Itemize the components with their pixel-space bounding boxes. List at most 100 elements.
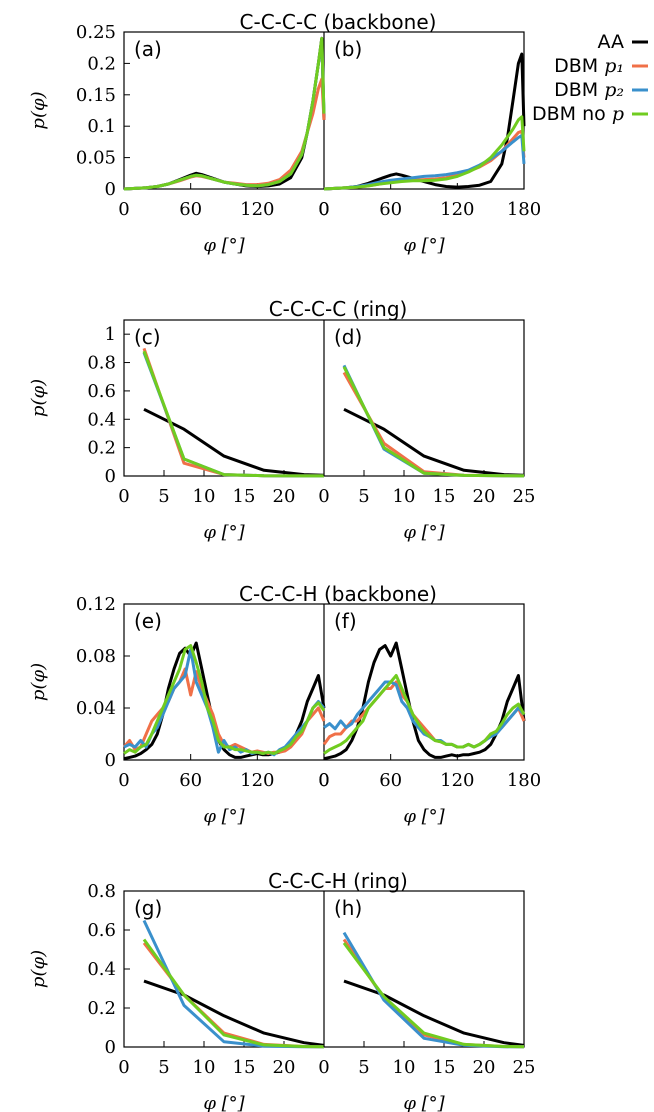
y-tick-label: 0.08 [76, 646, 116, 667]
panel-tag: (a) [134, 37, 162, 61]
y-tick-label: 0.8 [87, 353, 116, 374]
y-tick-label: 0 [105, 1037, 116, 1058]
x-tick-label: 5 [358, 486, 369, 507]
x-tick-label: 120 [440, 770, 474, 791]
y-tick-label: 0.2 [87, 438, 116, 459]
y-tick-label: 0.1 [87, 116, 116, 137]
panel-f: 0 60 120 180 φ [°] (f) [318, 609, 541, 827]
legend-label-text: DBM [554, 79, 604, 101]
legend-label-var: p [612, 103, 624, 125]
chart-title: C-C-C-C (backbone) [240, 10, 437, 34]
y-axis-label: p(φ) [28, 379, 49, 417]
x-tick-label: 120 [440, 199, 474, 220]
x-axis-label: φ [°] [203, 235, 245, 256]
y-tick-label: 0.12 [76, 594, 116, 615]
x-tick-label: 5 [358, 1057, 369, 1078]
x-axis-label: φ [°] [203, 1093, 245, 1112]
chart-title: C-C-C-C (ring) [269, 297, 408, 321]
x-tick-label: 20 [273, 486, 296, 507]
legend-label-text: AA [597, 31, 624, 53]
chart-row-2: C-C-C-H (backbone) 0 0.04 0.08 0.12 p(φ) 0 60 12… [28, 582, 541, 827]
x-tick-label: 0 [118, 770, 129, 791]
x-tick-label: 25 [513, 486, 536, 507]
y-tick-label: 0.05 [76, 148, 116, 169]
y-axis-label: p(φ) [28, 91, 49, 129]
x-tick-label: 0 [118, 199, 129, 220]
x-axis-label: φ [°] [203, 522, 245, 543]
legend-label-text: DBM no [532, 103, 612, 125]
series-line-1 [142, 347, 324, 478]
x-tick-label: 15 [433, 1057, 456, 1078]
x-tick-label: 5 [158, 486, 169, 507]
x-tick-label: 0 [318, 1057, 329, 1078]
x-axis-label: φ [°] [203, 806, 245, 827]
y-tick-label: 0.25 [76, 22, 116, 43]
series-line-1 [122, 667, 326, 755]
x-tick-label: 0 [318, 486, 329, 507]
x-tick-label: 15 [233, 1057, 256, 1078]
panel-tag: (h) [334, 896, 362, 920]
x-tick-label: 0 [118, 1057, 129, 1078]
x-tick-label: 180 [507, 770, 541, 791]
x-tick-label: 10 [393, 486, 416, 507]
panel-c: 0 5 10 15 20 φ [°] (c) [118, 325, 325, 543]
panel-tag: (g) [134, 896, 162, 920]
series-line-0 [323, 52, 526, 191]
panel-tag: (c) [134, 325, 161, 349]
series-line-3 [323, 674, 526, 755]
y-tick-label: 0.04 [76, 698, 116, 719]
panel-a: 0 60 120 0 φ [°] (a) [118, 36, 330, 256]
y-axis-label: p(φ) [28, 950, 49, 988]
y-tick-label: 0.2 [87, 53, 116, 74]
chart-row-1: C-C-C-C (ring) 0 0.2 0.4 0.6 0.8 1 p(φ) 0 5 10 15 20… [28, 297, 535, 543]
x-tick-label: 120 [240, 770, 274, 791]
x-tick-label: 20 [473, 1057, 496, 1078]
y-tick-label: 0.4 [87, 409, 116, 430]
panel-tag: (f) [334, 609, 357, 633]
x-tick-label: 15 [233, 486, 256, 507]
panel-e: 0 60 120 0 φ [°] (e) [118, 609, 329, 827]
x-axis-label: φ [°] [403, 235, 445, 256]
legend-label: AA [597, 31, 624, 53]
series-line-3 [323, 115, 526, 191]
chart-title: C-C-C-H (ring) [268, 869, 408, 893]
panel-tag: (b) [334, 37, 362, 61]
x-tick-label: 60 [379, 770, 402, 791]
x-tick-label: 60 [379, 199, 402, 220]
x-axis-label: φ [°] [403, 522, 445, 543]
series-line-1 [142, 942, 325, 1049]
x-tick-label: 10 [193, 1057, 216, 1078]
x-axis-label: φ [°] [403, 806, 445, 827]
y-tick-label: 1 [105, 324, 116, 345]
x-tick-label: 60 [179, 770, 202, 791]
y-tick-label: 0 [105, 750, 116, 771]
legend-label-text: DBM [554, 55, 604, 77]
chart-title: C-C-C-H (backbone) [239, 582, 437, 606]
x-tick-label: 10 [393, 1057, 416, 1078]
x-tick-label: 0 [318, 199, 329, 220]
series-line-0 [323, 641, 526, 761]
x-tick-label: 10 [193, 486, 216, 507]
panel-g: 0 5 10 15 20 φ [°] (g) [118, 896, 325, 1112]
x-tick-label: 180 [507, 199, 541, 220]
x-tick-label: 25 [513, 1057, 536, 1078]
series-line-3 [342, 366, 525, 478]
panel-tag: (d) [334, 325, 362, 349]
y-tick-label: 0.4 [87, 959, 116, 980]
x-tick-label: 0 [318, 199, 329, 220]
x-tick-label: 15 [433, 486, 456, 507]
panel-h: 0 5 10 15 20 25 φ [°] (h) [318, 896, 535, 1112]
x-tick-label: 0 [318, 770, 329, 791]
series-line-0 [343, 979, 525, 1047]
x-tick-label: 60 [179, 199, 202, 220]
y-tick-label: 0.6 [87, 381, 116, 402]
y-tick-label: 0 [105, 466, 116, 487]
legend-label-var: p₁ [604, 55, 624, 77]
x-axis-label: φ [°] [403, 1093, 445, 1112]
x-tick-label: 0 [118, 486, 129, 507]
x-tick-label: 5 [158, 1057, 169, 1078]
panel-tag: (e) [134, 609, 162, 633]
series-line-0 [143, 407, 325, 477]
y-tick-label: 0.8 [87, 881, 116, 902]
